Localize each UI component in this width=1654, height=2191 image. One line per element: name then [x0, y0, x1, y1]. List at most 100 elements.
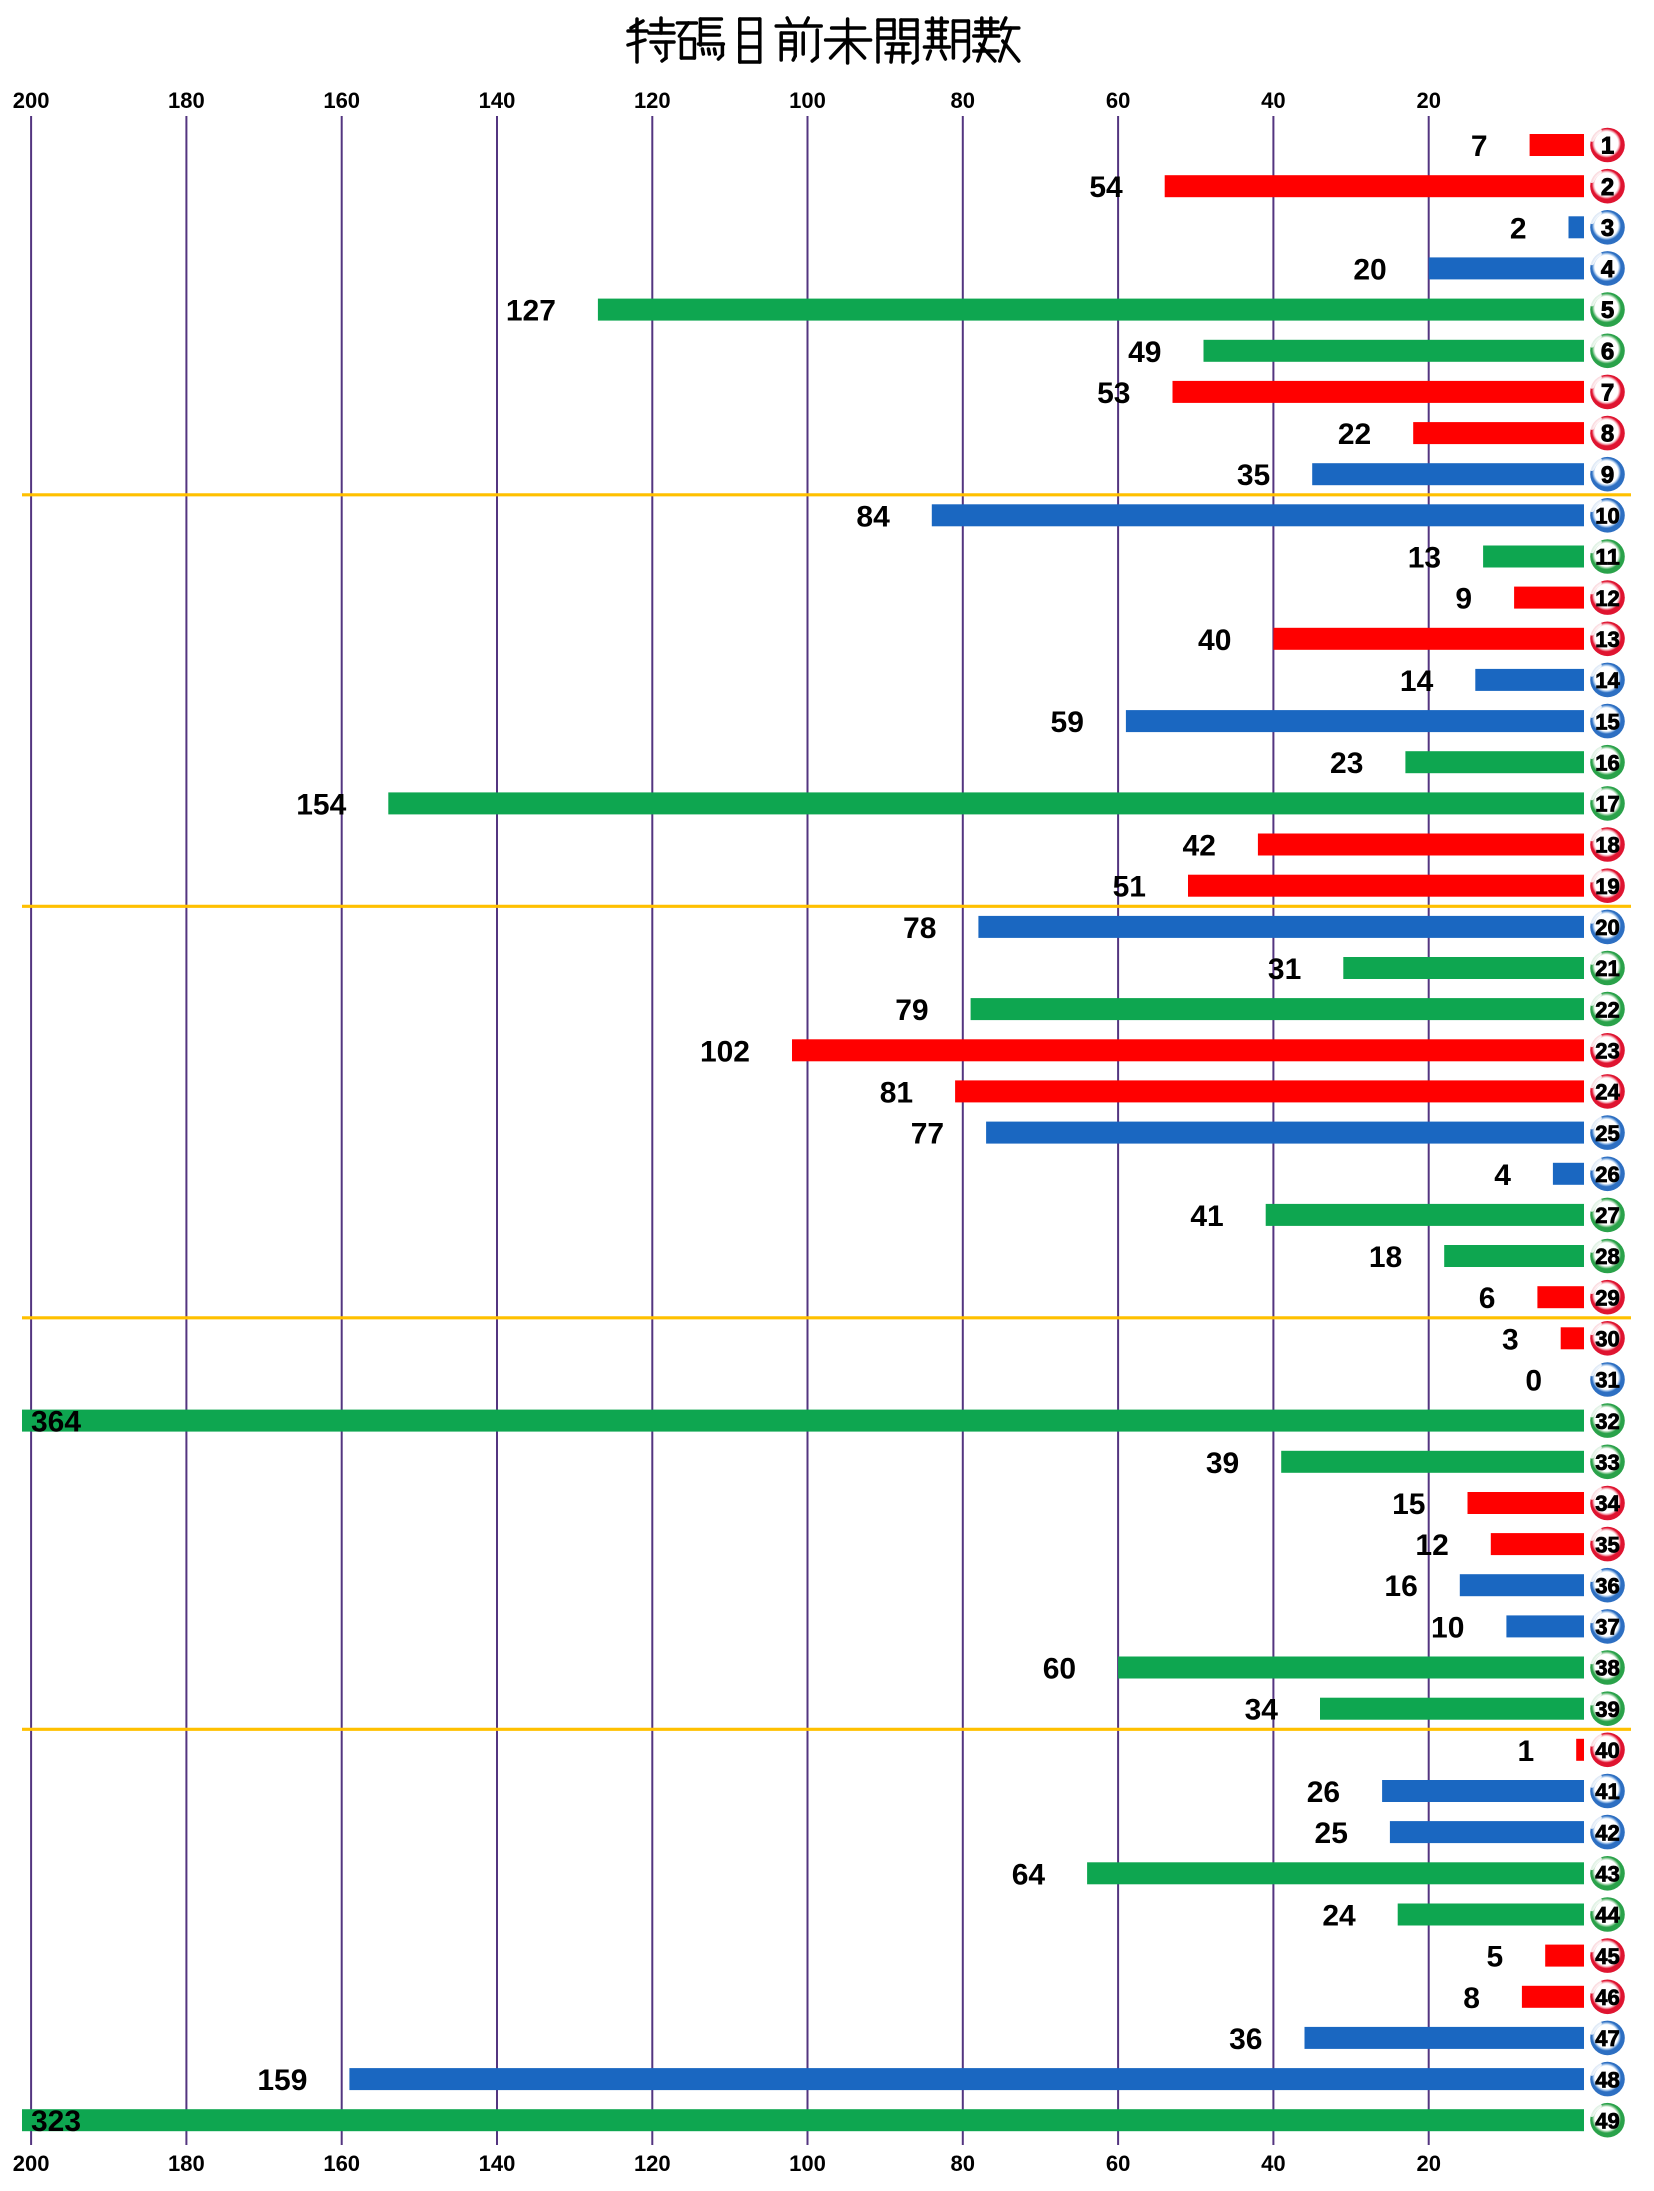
svg-text:20: 20 — [1595, 915, 1620, 940]
svg-text:12: 12 — [1415, 1529, 1448, 1562]
svg-text:47: 47 — [1595, 2026, 1620, 2051]
svg-text:10: 10 — [1431, 1611, 1464, 1644]
svg-text:13: 13 — [1595, 627, 1620, 652]
svg-text:40: 40 — [1261, 88, 1285, 113]
svg-text:160: 160 — [323, 88, 360, 113]
svg-text:16: 16 — [1384, 1570, 1417, 1603]
svg-text:30: 30 — [1595, 1327, 1620, 1352]
svg-text:154: 154 — [296, 788, 346, 821]
svg-text:31: 31 — [1268, 953, 1301, 986]
svg-text:45: 45 — [1595, 1944, 1620, 1969]
svg-text:49: 49 — [1128, 336, 1161, 369]
svg-text:17: 17 — [1595, 792, 1620, 817]
svg-text:23: 23 — [1330, 747, 1363, 780]
svg-text:31: 31 — [1595, 1368, 1620, 1393]
svg-text:14: 14 — [1595, 668, 1620, 693]
svg-text:20: 20 — [1353, 253, 1386, 286]
svg-text:40: 40 — [1198, 624, 1231, 657]
svg-text:180: 180 — [168, 88, 205, 113]
svg-text:35: 35 — [1237, 459, 1270, 492]
svg-text:1: 1 — [1518, 1735, 1535, 1768]
svg-text:80: 80 — [951, 2151, 975, 2176]
svg-text:64: 64 — [1012, 1858, 1046, 1891]
svg-text:43: 43 — [1595, 1862, 1620, 1887]
svg-text:42: 42 — [1595, 1820, 1620, 1845]
svg-text:323: 323 — [31, 2105, 81, 2138]
svg-text:35: 35 — [1595, 1532, 1620, 1557]
svg-text:18: 18 — [1595, 833, 1620, 858]
svg-text:9: 9 — [1601, 462, 1614, 489]
svg-text:160: 160 — [323, 2151, 360, 2176]
svg-text:5: 5 — [1487, 1941, 1504, 1974]
svg-text:200: 200 — [13, 2151, 50, 2176]
svg-text:38: 38 — [1595, 1656, 1620, 1681]
svg-text:80: 80 — [951, 88, 975, 113]
svg-text:5: 5 — [1601, 297, 1614, 324]
svg-text:24: 24 — [1322, 1900, 1356, 1933]
svg-text:0: 0 — [1525, 1365, 1542, 1398]
svg-text:100: 100 — [789, 2151, 826, 2176]
svg-text:364: 364 — [31, 1406, 81, 1439]
svg-text:44: 44 — [1595, 1903, 1620, 1928]
svg-text:10: 10 — [1595, 504, 1620, 529]
svg-text:159: 159 — [257, 2064, 307, 2097]
svg-text:23: 23 — [1595, 1039, 1620, 1064]
svg-text:37: 37 — [1595, 1615, 1620, 1640]
svg-text:180: 180 — [168, 2151, 205, 2176]
svg-text:15: 15 — [1392, 1488, 1425, 1521]
svg-text:100: 100 — [789, 88, 826, 113]
svg-text:39: 39 — [1595, 1697, 1620, 1722]
svg-text:60: 60 — [1106, 2151, 1130, 2176]
svg-text:18: 18 — [1369, 1241, 1402, 1274]
svg-text:26: 26 — [1307, 1776, 1340, 1809]
svg-text:3: 3 — [1502, 1323, 1519, 1356]
svg-text:59: 59 — [1051, 706, 1084, 739]
svg-text:140: 140 — [479, 2151, 516, 2176]
svg-text:13: 13 — [1408, 542, 1441, 575]
svg-text:6: 6 — [1479, 1282, 1496, 1315]
svg-text:40: 40 — [1261, 2151, 1285, 2176]
svg-text:140: 140 — [479, 88, 516, 113]
svg-text:20: 20 — [1416, 88, 1440, 113]
svg-text:49: 49 — [1595, 2108, 1620, 2133]
svg-text:41: 41 — [1190, 1200, 1223, 1233]
svg-text:4: 4 — [1494, 1159, 1511, 1192]
svg-text:9: 9 — [1455, 583, 1472, 616]
svg-text:53: 53 — [1097, 377, 1130, 410]
svg-text:51: 51 — [1113, 871, 1146, 904]
svg-text:33: 33 — [1595, 1450, 1620, 1475]
svg-text:127: 127 — [506, 295, 556, 328]
svg-text:102: 102 — [700, 1035, 750, 1068]
svg-text:81: 81 — [880, 1076, 913, 1109]
svg-text:60: 60 — [1043, 1653, 1076, 1686]
svg-text:77: 77 — [911, 1118, 944, 1151]
svg-text:12: 12 — [1595, 586, 1620, 611]
svg-text:3: 3 — [1601, 215, 1614, 242]
svg-text:54: 54 — [1089, 171, 1123, 204]
svg-text:21: 21 — [1595, 956, 1620, 981]
svg-text:2: 2 — [1510, 212, 1527, 245]
svg-text:41: 41 — [1595, 1779, 1620, 1804]
svg-text:32: 32 — [1595, 1409, 1620, 1434]
svg-text:20: 20 — [1416, 2151, 1440, 2176]
svg-text:4: 4 — [1601, 256, 1615, 283]
svg-text:2: 2 — [1601, 174, 1614, 201]
svg-text:7: 7 — [1601, 380, 1614, 407]
svg-text:27: 27 — [1595, 1203, 1620, 1228]
svg-text:1: 1 — [1601, 133, 1614, 160]
svg-text:42: 42 — [1183, 830, 1216, 863]
svg-text:84: 84 — [856, 500, 890, 533]
svg-text:46: 46 — [1595, 1985, 1620, 2010]
svg-text:34: 34 — [1245, 1694, 1279, 1727]
svg-text:29: 29 — [1595, 1285, 1620, 1310]
svg-text:11: 11 — [1595, 545, 1620, 570]
svg-text:22: 22 — [1338, 418, 1371, 451]
svg-text:14: 14 — [1400, 665, 1434, 698]
svg-text:79: 79 — [895, 994, 928, 1027]
svg-text:28: 28 — [1595, 1244, 1620, 1269]
svg-text:78: 78 — [903, 912, 936, 945]
svg-text:36: 36 — [1229, 2023, 1262, 2056]
svg-text:39: 39 — [1206, 1447, 1239, 1480]
svg-text:60: 60 — [1106, 88, 1130, 113]
svg-text:200: 200 — [13, 88, 50, 113]
